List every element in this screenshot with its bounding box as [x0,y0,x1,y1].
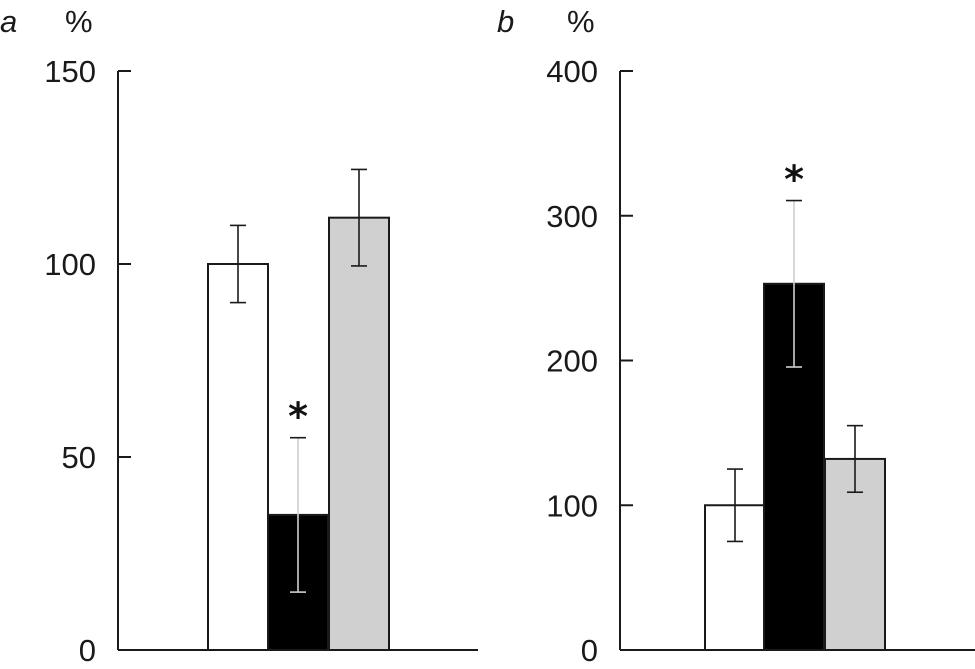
y-tick-label: 200 [546,344,598,379]
panel-letter: a [0,4,17,39]
y-tick-label: 150 [44,54,96,89]
significance-marker: * [288,395,308,439]
y-tick-label: 0 [581,633,598,668]
y-tick-label: 50 [62,440,96,475]
y-axis-unit-label: % [65,4,93,39]
y-axis-unit-label: % [567,4,595,39]
bar [328,216,390,651]
bar [207,263,269,651]
panel-letter: b [497,4,514,39]
y-tick-label: 400 [546,54,598,89]
y-tick-label: 300 [546,199,598,234]
panel-a: a % 0 50 100 150 * [0,4,478,668]
significance-marker: * [784,158,804,202]
y-tick-label: 100 [546,488,598,523]
panel-b: b % 0 100 200 300 400 * [497,4,975,668]
y-tick-label: 0 [79,633,96,668]
y-tick-label: 100 [44,247,96,282]
